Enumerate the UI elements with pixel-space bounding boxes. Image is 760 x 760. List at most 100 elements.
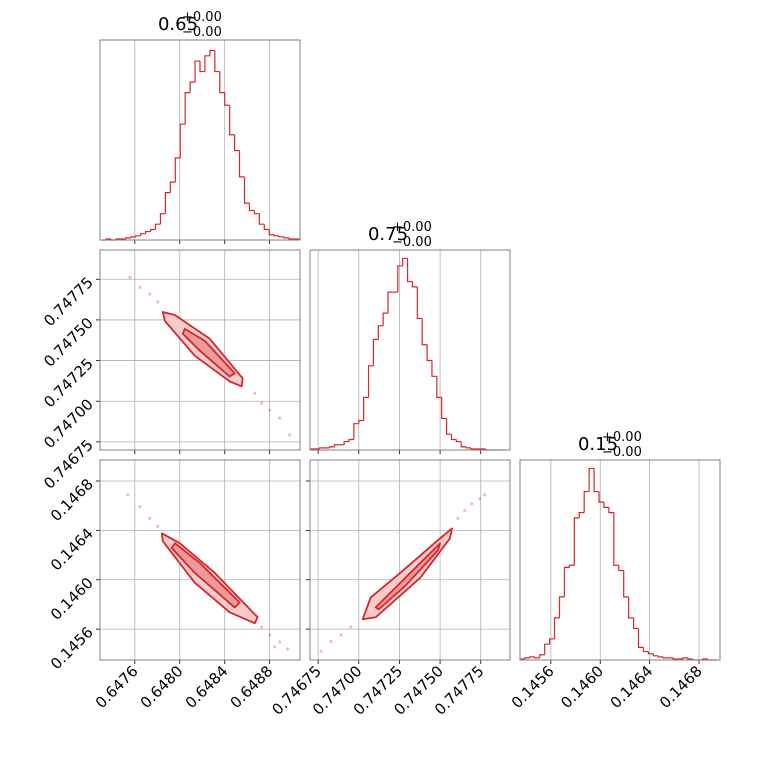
histogram-bin: [637, 628, 644, 648]
histogram-bin: [125, 237, 131, 239]
histogram-bin: [234, 134, 240, 152]
histogram-bin: [219, 71, 225, 94]
y-tick-label: 0.1456: [47, 623, 97, 673]
histogram-bin: [588, 467, 595, 492]
histogram-bin: [539, 654, 545, 658]
histogram-bin: [229, 105, 235, 136]
histogram-bin: [372, 338, 379, 366]
histogram-bin: [563, 566, 570, 597]
panel-title: 0.75: [368, 224, 408, 245]
histogram-bin: [568, 564, 575, 568]
sample-point: [260, 401, 264, 405]
sample-point: [478, 497, 482, 501]
histogram-bin: [328, 446, 335, 448]
sample-point: [260, 625, 264, 629]
histogram-bin: [387, 291, 393, 314]
histogram-bin: [258, 213, 265, 225]
histogram-bin: [382, 312, 389, 326]
histogram-bin: [214, 50, 220, 73]
histogram-bin: [445, 418, 452, 435]
histogram-bin: [278, 235, 285, 238]
panel-frame: [309, 249, 511, 451]
histogram-bin: [558, 596, 565, 618]
x-tick-label: 0.1456: [508, 662, 558, 712]
histogram-bin: [618, 565, 624, 572]
contour: [181, 327, 236, 378]
histogram-bin: [544, 643, 550, 655]
histogram-bin: [224, 92, 230, 106]
sample-point: [268, 408, 272, 412]
histogram-bin: [534, 656, 540, 659]
histogram-bin: [431, 360, 437, 377]
title-minus: −0.00: [182, 25, 222, 40]
x-tick-label: 0.1464: [607, 662, 657, 712]
histogram-bin: [416, 286, 423, 320]
histogram-bin: [358, 419, 364, 424]
histogram-bin: [578, 512, 585, 518]
histogram-bin: [367, 365, 374, 398]
histogram-bin: [145, 230, 151, 234]
histogram-bin: [455, 439, 462, 443]
histogram-bin: [573, 517, 580, 566]
histogram-bin: [583, 490, 590, 513]
contour: [374, 542, 441, 611]
x-tick-label: 0.1468: [656, 662, 706, 712]
histogram-bin: [657, 655, 664, 658]
histogram-bin: [319, 447, 325, 449]
histogram-bin: [154, 223, 161, 230]
histogram-bin: [268, 229, 275, 236]
panel-frame: [99, 459, 301, 661]
histogram-bin: [524, 657, 530, 659]
sample-point: [278, 416, 282, 420]
title-value: 0.75: [368, 224, 408, 245]
histogram-bin: [140, 233, 146, 236]
sample-point: [138, 285, 142, 289]
histogram-bin: [436, 376, 442, 398]
histogram-bin: [343, 440, 350, 445]
histogram-bin: [450, 434, 457, 441]
title-value: 0.65: [158, 14, 198, 35]
histogram-bin: [149, 228, 156, 232]
sample-point: [253, 391, 257, 395]
histogram-bin: [603, 502, 609, 508]
panel-title: 0.65: [158, 14, 198, 35]
title-value: 0.15: [578, 434, 618, 455]
contour: [170, 542, 241, 609]
histogram-bin: [243, 176, 250, 204]
sample-point: [329, 639, 333, 644]
sample-point: [286, 647, 290, 651]
histogram-bin: [628, 596, 634, 619]
sample-point: [268, 633, 272, 637]
histogram-bin: [189, 81, 196, 93]
histogram-bin: [273, 234, 280, 237]
histogram-bin: [460, 441, 467, 448]
histogram-bin: [441, 397, 447, 420]
title-minus: −0.00: [392, 235, 432, 250]
histogram-bin: [169, 181, 176, 193]
title-plus: +0.00: [602, 430, 642, 445]
histogram-bin: [529, 656, 535, 658]
sample-point: [470, 502, 474, 506]
histogram-bin: [647, 651, 654, 655]
sample-point: [273, 645, 277, 649]
histogram-bin: [652, 653, 659, 657]
histogram-bin: [598, 491, 604, 503]
histogram-bin: [184, 92, 191, 125]
histogram-bin: [263, 224, 270, 231]
histogram-bin: [426, 344, 432, 362]
histogram-bin: [406, 258, 413, 283]
histogram-bin: [204, 55, 210, 72]
histogram-bin: [159, 213, 166, 225]
histogram-bin: [623, 570, 629, 598]
histogram-bin: [613, 512, 619, 566]
panel-frame: [99, 249, 301, 451]
histogram-bin: [662, 656, 669, 659]
sample-point: [156, 524, 160, 529]
sample-point: [148, 292, 152, 296]
sample-point: [483, 493, 487, 497]
title-minus: −0.00: [602, 445, 642, 460]
panel-frame: [99, 39, 301, 241]
sample-point: [463, 509, 467, 513]
histogram-bin: [130, 236, 136, 238]
